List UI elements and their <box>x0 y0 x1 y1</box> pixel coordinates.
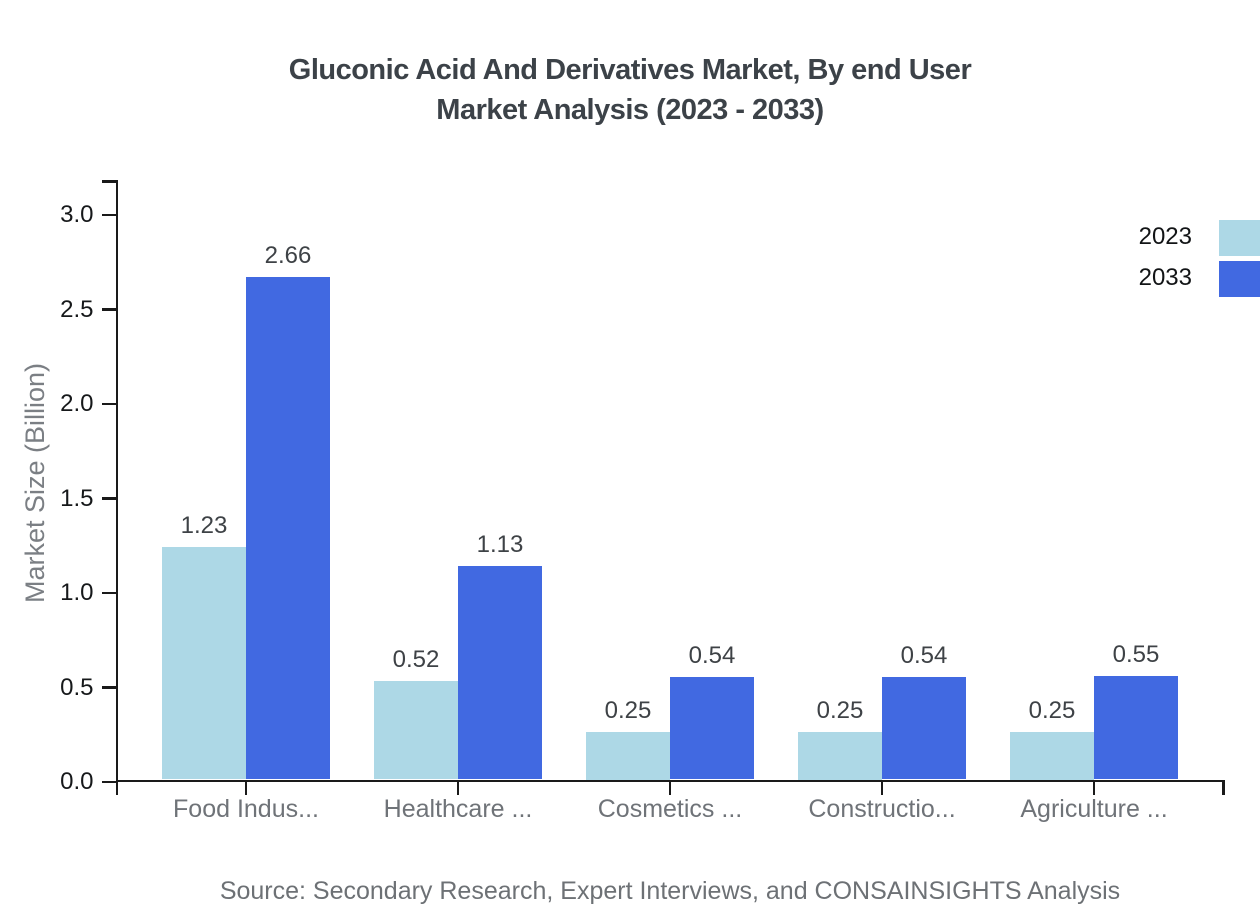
bar-2023-healthcare <box>374 681 458 780</box>
bar-value-2033-healthcare: 1.13 <box>476 530 524 558</box>
bar-2033-healthcare <box>458 565 542 780</box>
bar-2023-constructio <box>798 732 882 780</box>
y-tick-0.5 <box>101 686 116 689</box>
x-tick-cosmetics <box>668 782 672 795</box>
y-tick-0.0 <box>101 780 116 784</box>
bar-value-2023-healthcare: 0.52 <box>392 646 440 674</box>
y-tick-1.5 <box>101 497 116 500</box>
y-tick-label-0.5: 0.5 <box>60 673 94 701</box>
legend-swatch-2023 <box>1219 220 1260 256</box>
legend-swatch-2033 <box>1219 261 1260 297</box>
bar-2033-agriculture <box>1094 675 1178 780</box>
bar-value-2033-cosmetics: 0.54 <box>688 642 736 670</box>
x-category-label-food-indus: Food Indus... <box>173 795 319 823</box>
x-axis-endcap-right <box>1222 782 1225 795</box>
bar-2023-food-indus <box>162 547 246 780</box>
bar-value-2023-agriculture: 0.25 <box>1028 697 1076 725</box>
bar-2033-cosmetics <box>670 677 754 780</box>
x-category-label-agriculture: Agriculture ... <box>1020 795 1168 823</box>
legend-label-2033: 2033 <box>1138 264 1192 291</box>
bar-2033-food-indus <box>246 276 330 780</box>
y-axis-line <box>115 180 118 785</box>
x-tick-agriculture <box>1092 782 1096 795</box>
y-axis-endcap <box>101 180 116 183</box>
chart-title-line-1: Gluconic Acid And Derivatives Market, By… <box>288 54 972 86</box>
y-tick-label-0.0: 0.0 <box>60 768 94 795</box>
bar-value-2023-food-indus: 1.23 <box>180 512 228 540</box>
bar-2023-agriculture <box>1010 732 1094 780</box>
y-tick-label-2.5: 2.5 <box>60 295 94 323</box>
source-caption: Source: Secondary Research, Expert Inter… <box>219 877 1121 905</box>
bar-value-2023-cosmetics: 0.25 <box>604 697 652 725</box>
bar-value-2023-constructio: 0.25 <box>816 697 864 725</box>
x-category-label-healthcare: Healthcare ... <box>383 795 533 823</box>
x-category-label-cosmetics: Cosmetics ... <box>597 795 743 823</box>
y-tick-1.0 <box>101 591 116 595</box>
y-tick-label-1.0: 1.0 <box>60 579 94 606</box>
bar-value-2033-agriculture: 0.55 <box>1112 640 1160 668</box>
x-tick-healthcare <box>456 782 460 795</box>
y-tick-label-2.0: 2.0 <box>60 390 94 417</box>
x-axis-endcap-left <box>115 782 118 795</box>
bar-value-2033-food-indus: 2.66 <box>264 241 312 269</box>
x-tick-constructio <box>880 782 884 795</box>
x-axis-line <box>115 779 1225 782</box>
chart-title: Gluconic Acid And Derivatives Market, By… <box>0 50 1260 130</box>
legend-label-2023: 2023 <box>1138 223 1192 250</box>
y-tick-2.5 <box>101 308 116 311</box>
y-tick-label-3.0: 3.0 <box>60 201 94 228</box>
x-tick-food-indus <box>244 782 248 795</box>
y-tick-2.0 <box>101 402 116 406</box>
bar-value-2033-constructio: 0.54 <box>900 642 948 670</box>
bar-2023-cosmetics <box>586 732 670 780</box>
y-tick-label-1.5: 1.5 <box>60 484 94 512</box>
x-category-label-constructio: Constructio... <box>808 795 956 823</box>
y-tick-3.0 <box>101 213 116 217</box>
chart-title-line-2: Market Analysis (2023 - 2033) <box>436 94 824 126</box>
bar-2033-constructio <box>882 677 966 780</box>
